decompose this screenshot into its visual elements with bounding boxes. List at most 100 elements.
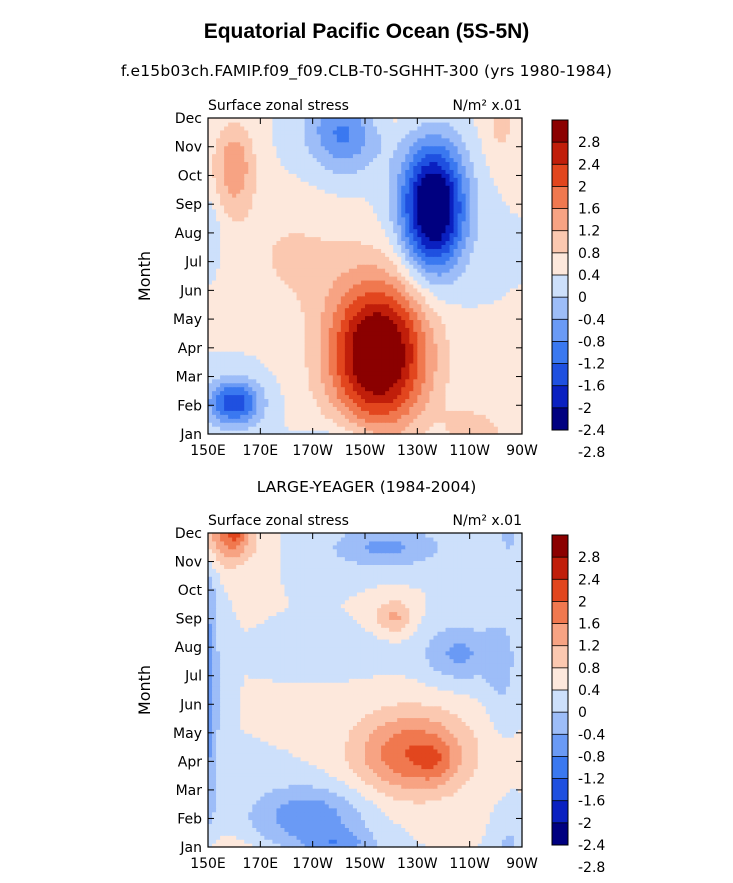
top-heatmap-cell [377, 279, 382, 285]
top-heatmap-cell [208, 224, 213, 230]
top-heatmap-cell [224, 335, 229, 340]
top-heatmap-cell [517, 256, 523, 261]
top-heatmap-cell [485, 272, 491, 277]
top-heatmap-cell [401, 410, 406, 415]
top-heatmap-cell [517, 386, 523, 392]
top-heatmap-cell [377, 299, 382, 305]
top-heatmap-cell [332, 287, 338, 293]
top-heatmap-cell [381, 390, 386, 396]
top-heatmap-cell [445, 386, 451, 392]
top-heatmap-cell [292, 299, 298, 305]
top-heatmap-cell [477, 256, 483, 261]
top-heatmap-cell [513, 398, 519, 403]
top-heatmap-cell [497, 374, 503, 380]
top-heatmap-cell [256, 232, 261, 238]
top-heatmap-cell [429, 189, 435, 194]
top-heatmap-cell [365, 311, 370, 317]
top-heatmap-cell [360, 382, 366, 388]
top-heatmap-cell [441, 244, 447, 249]
top-heatmap-cell [497, 279, 503, 285]
top-heatmap-cell [377, 343, 382, 348]
top-heatmap-cell [284, 378, 290, 384]
top-heatmap-cell [236, 220, 241, 226]
top-heatmap-cell [421, 339, 426, 344]
top-heatmap-cell [497, 248, 503, 253]
top-heatmap-cell [344, 406, 350, 411]
top-heatmap-cell [381, 426, 386, 431]
top-heatmap-cell [312, 244, 318, 249]
top-heatmap-cell [324, 260, 330, 265]
top-heatmap-cell [316, 193, 322, 198]
top-heatmap-cell [405, 323, 410, 328]
top-heatmap-cell [413, 272, 418, 277]
top-heatmap-cell [356, 386, 362, 392]
top-heatmap-cell [264, 358, 269, 364]
top-heatmap-cell [260, 181, 265, 186]
top-heatmap-cell [425, 335, 431, 340]
top-heatmap-cell [356, 240, 362, 245]
top-heatmap-cell [409, 279, 414, 285]
top-heatmap-cell [316, 244, 322, 249]
top-heatmap-cell [332, 208, 338, 214]
top-heatmap-cell [445, 410, 451, 415]
top-heatmap-cell [401, 355, 406, 360]
top-heatmap-cell [332, 382, 338, 388]
top-heatmap-cell [445, 426, 451, 431]
top-heatmap-cell [513, 252, 519, 257]
top-heatmap-cell [288, 279, 294, 285]
top-heatmap-cell [469, 406, 475, 411]
top-heatmap-cell [489, 260, 495, 265]
top-heatmap-cell [449, 315, 455, 321]
top-heatmap-cell [433, 390, 439, 396]
top-heatmap-cell [489, 220, 495, 226]
top-heatmap-cell [369, 189, 374, 194]
top-heatmap-cell [240, 343, 245, 348]
top-heatmap-cell [220, 315, 225, 321]
top-heatmap-cell [272, 193, 278, 198]
top-heatmap-cell [425, 343, 431, 348]
top-heatmap-cell [340, 216, 346, 222]
top-heatmap-cell [344, 185, 350, 190]
top-heatmap-cell [429, 406, 435, 411]
top-heatmap-cell [296, 272, 302, 277]
top-heatmap-cell [252, 279, 257, 285]
top-heatmap-cell [437, 248, 443, 253]
top-heatmap-cell [292, 185, 298, 190]
top-heatmap-cell [244, 212, 249, 218]
top-heatmap-cell [288, 426, 294, 431]
top-heatmap-cell [336, 252, 342, 257]
top-heatmap-cell [381, 232, 386, 238]
top-heatmap-cell [381, 402, 386, 407]
top-heatmap-cell [268, 315, 274, 321]
top-heatmap-cell [320, 236, 326, 242]
top-heatmap-cell [344, 414, 350, 419]
top-heatmap-cell [497, 315, 503, 321]
top-heatmap-cell [417, 394, 422, 400]
top-heatmap-cell [381, 291, 386, 297]
top-heatmap-cell [409, 228, 414, 234]
top-heatmap-cell [348, 291, 354, 297]
top-heatmap-cell [437, 339, 443, 344]
top-heatmap-cell [288, 402, 294, 407]
top-heatmap-cell [501, 355, 507, 360]
top-heatmap-cell [352, 283, 358, 289]
top-heatmap-cell [473, 374, 479, 380]
top-heatmap-cell [433, 224, 439, 230]
top-heatmap-cell [284, 236, 290, 242]
top-heatmap-cell [453, 327, 459, 332]
top-heatmap-cell [501, 244, 507, 249]
top-heatmap-cell [208, 394, 213, 400]
top-heatmap-cell [300, 351, 306, 356]
top-heatmap-cell [461, 264, 467, 269]
top-heatmap-cell [228, 319, 233, 324]
top-heatmap-cell [417, 279, 422, 285]
top-heatmap-cell [360, 331, 366, 336]
top-heatmap-cell [425, 260, 431, 265]
top-heatmap-cell [465, 232, 471, 238]
top-heatmap-cell [296, 212, 302, 218]
top-heatmap-cell [461, 256, 467, 261]
top-heatmap-cell [505, 268, 511, 273]
top-heatmap-cell [304, 200, 310, 206]
top-heatmap-cell [385, 264, 390, 269]
top-heatmap-cell [312, 327, 318, 332]
